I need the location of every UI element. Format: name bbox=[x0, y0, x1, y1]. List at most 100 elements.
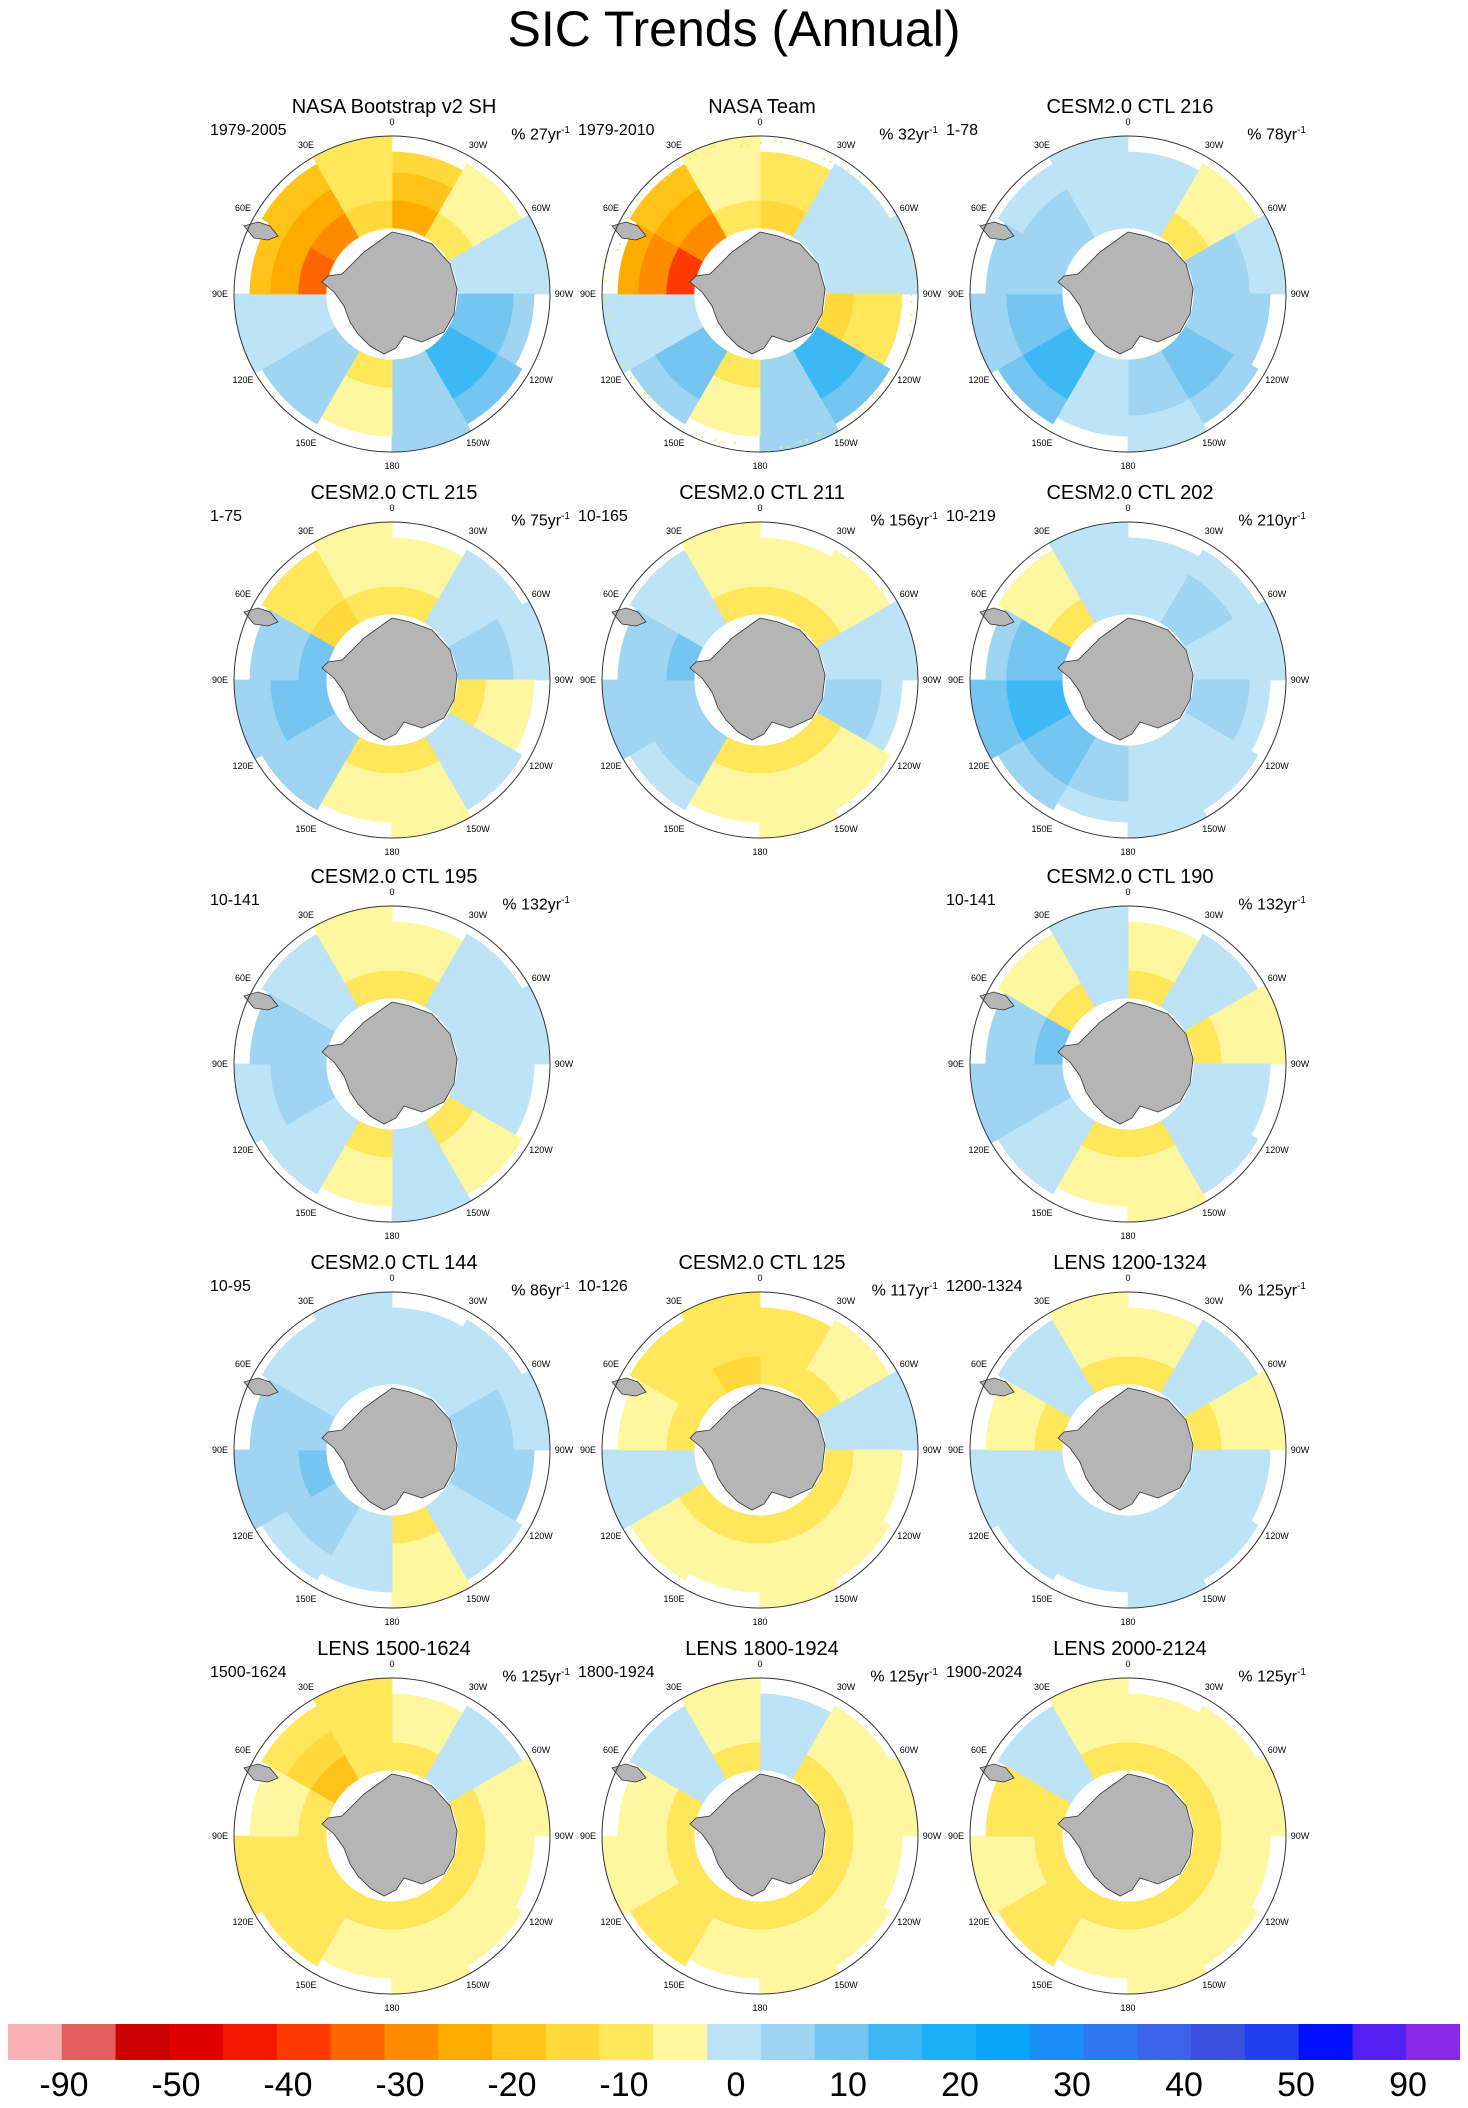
longitude-label: 120E bbox=[600, 375, 622, 385]
longitude-label: 60E bbox=[603, 1359, 620, 1369]
longitude-label: 120E bbox=[232, 761, 254, 771]
panel-period: 1979-2005 bbox=[210, 122, 287, 139]
panel-units-exponent: -1 bbox=[929, 1667, 938, 1678]
colorbar-tick-label: 50 bbox=[1277, 2066, 1315, 2104]
longitude-label: 180 bbox=[384, 1231, 400, 1241]
longitude-label: 0 bbox=[1125, 1659, 1131, 1669]
longitude-label: 60E bbox=[603, 589, 620, 599]
noise-dot bbox=[906, 347, 909, 350]
noise-dot bbox=[706, 147, 709, 150]
longitude-label: 150E bbox=[663, 823, 685, 834]
longitude-label: 150E bbox=[663, 1979, 685, 1990]
panel-period: 10-141 bbox=[946, 892, 996, 909]
page-title: SIC Trends (Annual) bbox=[507, 1, 961, 57]
noise-dot bbox=[630, 376, 633, 379]
noise-dot bbox=[909, 300, 912, 303]
longitude-label: 90E bbox=[211, 1831, 229, 1841]
longitude-label: 120W bbox=[897, 375, 921, 385]
panel-title: NASA Team bbox=[708, 96, 816, 118]
longitude-label: 120E bbox=[968, 1531, 990, 1541]
longitude-label: 180 bbox=[384, 1617, 400, 1627]
noise-dot bbox=[616, 248, 619, 251]
longitude-label: 150E bbox=[295, 437, 317, 448]
longitude-label: 60W bbox=[531, 1359, 551, 1369]
panel-units-exponent: -1 bbox=[1297, 895, 1306, 906]
noise-dot bbox=[609, 313, 612, 316]
longitude-label: 60W bbox=[1267, 589, 1287, 599]
longitude-label: 60W bbox=[1267, 203, 1287, 213]
longitude-label: 30W bbox=[468, 1682, 488, 1693]
noise-dot bbox=[847, 169, 850, 172]
longitude-label: 90W bbox=[1290, 675, 1310, 685]
panel-title: CESM2.0 CTL 211 bbox=[679, 482, 845, 504]
longitude-label: 120W bbox=[1265, 1145, 1289, 1155]
longitude-label: 150W bbox=[1202, 823, 1226, 834]
noise-dot bbox=[640, 193, 643, 196]
colorbar-tick-label: -40 bbox=[263, 2066, 313, 2104]
panel-units: % 125yr-1 bbox=[1238, 1278, 1306, 1300]
longitude-label: 120W bbox=[1265, 1531, 1289, 1541]
panel-title: CESM2.0 CTL 125 bbox=[678, 1252, 846, 1274]
longitude-label: 90W bbox=[922, 675, 942, 685]
south-america-landmass bbox=[243, 221, 279, 241]
noise-dot bbox=[909, 320, 912, 323]
noise-dot bbox=[864, 407, 867, 410]
longitude-label: 120W bbox=[529, 761, 553, 771]
noise-dot bbox=[606, 300, 609, 303]
map-boundary bbox=[601, 1291, 919, 1609]
panel-period: 1979-2010 bbox=[578, 122, 655, 139]
longitude-label: 180 bbox=[1120, 2003, 1136, 2013]
noise-dot bbox=[626, 217, 629, 219]
longitude-label: 0 bbox=[757, 117, 763, 127]
longitude-label: 90E bbox=[211, 675, 229, 685]
panel-units-exponent: -1 bbox=[561, 1667, 570, 1678]
longitude-label: 150W bbox=[466, 1979, 490, 1990]
noise-dot bbox=[904, 353, 907, 356]
noise-dot bbox=[714, 438, 717, 441]
colorbar-swatch bbox=[545, 2024, 601, 2060]
map-panel: LENS 1500-1624 1500-1624 % 125yr-1 0 30E 60E 9… bbox=[210, 1638, 578, 2022]
longitude-label: 90W bbox=[922, 289, 942, 299]
noise-dot bbox=[611, 348, 614, 351]
panel-units-exponent: -1 bbox=[1297, 1281, 1306, 1292]
panel-units: % 117yr-1 bbox=[872, 1278, 938, 1300]
antarctica-landmass bbox=[321, 231, 458, 355]
panel-units: % 210yr-1 bbox=[1238, 508, 1306, 530]
longitude-label: 90E bbox=[947, 1445, 965, 1455]
colorbar-swatch bbox=[814, 2024, 869, 2060]
colorbar-swatch bbox=[438, 2024, 493, 2060]
noise-dot bbox=[725, 139, 728, 142]
antarctica-landmass bbox=[321, 617, 458, 741]
longitude-label: 30E bbox=[665, 526, 683, 537]
noise-dot bbox=[773, 140, 776, 143]
longitude-label: 60W bbox=[1267, 1359, 1287, 1369]
longitude-label: 120E bbox=[968, 1917, 990, 1927]
longitude-label: 60E bbox=[235, 1359, 252, 1369]
south-america-landmass bbox=[243, 1377, 279, 1397]
panel-title: CESM2.0 CTL 195 bbox=[310, 866, 478, 888]
longitude-label: 90W bbox=[554, 289, 574, 299]
colorbar-swatch bbox=[223, 2024, 278, 2060]
longitude-label: 150W bbox=[834, 437, 858, 448]
longitude-label: 30E bbox=[665, 140, 683, 151]
longitude-label: 60W bbox=[899, 1745, 919, 1755]
colorbar-swatch bbox=[868, 2024, 923, 2060]
noise-dot bbox=[886, 213, 889, 216]
noise-dot bbox=[814, 145, 817, 148]
panel-units-exponent: -1 bbox=[1297, 1667, 1306, 1678]
noise-dot bbox=[882, 380, 885, 383]
panel-units: % 78yr-1 bbox=[1247, 122, 1306, 144]
longitude-label: 60W bbox=[899, 1359, 919, 1369]
colorbar-swatch bbox=[1244, 2024, 1300, 2060]
longitude-label: 30E bbox=[1033, 910, 1051, 921]
colorbar-tick-label: 90 bbox=[1389, 2066, 1427, 2104]
longitude-label: 90E bbox=[947, 1831, 965, 1841]
longitude-label: 30E bbox=[1033, 1682, 1051, 1693]
polar-map bbox=[233, 1677, 551, 1995]
south-america-landmass bbox=[611, 221, 647, 241]
longitude-label: 30W bbox=[836, 1296, 856, 1307]
polar-map bbox=[969, 135, 1287, 453]
noise-dot bbox=[841, 165, 844, 168]
noise-dot bbox=[760, 142, 762, 144]
panel-units-text: % 78yr bbox=[1247, 126, 1298, 144]
